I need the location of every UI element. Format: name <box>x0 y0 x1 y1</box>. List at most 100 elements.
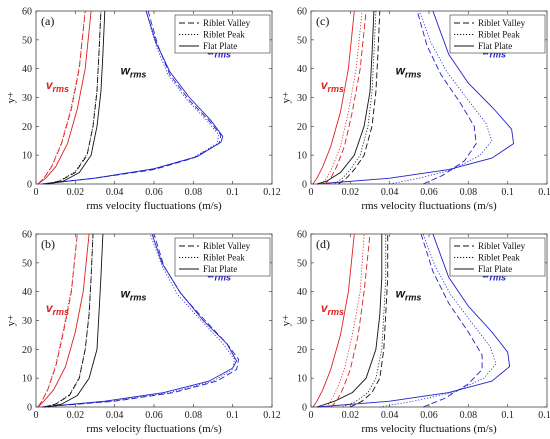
panel-label: (b) <box>41 237 55 251</box>
legend-entry: Riblet Peak <box>478 30 520 40</box>
x-tick-label: 0.04 <box>106 410 124 421</box>
chart-panel: 0 0.02 0.04 0.06 0.08 0.1 0.12 0 10 20 30 40 50 60 rms… <box>5 7 281 213</box>
annotation-subscript: rms <box>328 307 345 317</box>
y-tick-label: 20 <box>297 122 307 133</box>
legend-box <box>449 14 546 54</box>
y-tick-label: 50 <box>22 35 32 46</box>
series-line-u-flat <box>316 233 511 408</box>
y-tick-label: 50 <box>297 35 307 46</box>
y-tick-label: 30 <box>297 93 307 104</box>
series-line-u-valley <box>420 233 483 408</box>
annotation-subscript: rms <box>489 272 506 282</box>
annotation-symbol: w <box>121 286 131 300</box>
annotation-subscript: rms <box>130 292 147 302</box>
annotation-subscript: rms <box>405 69 422 79</box>
x-tick-label: 0.04 <box>381 410 399 421</box>
series-line-v-valley <box>37 10 86 185</box>
annotation-subscript: rms <box>214 49 231 59</box>
y-tick-label: 30 <box>297 316 307 327</box>
x-axis-label: rms velocity fluctuations (m/s) <box>86 200 222 212</box>
series-line-w-valley <box>43 233 94 408</box>
y-tick-label: 10 <box>22 374 32 385</box>
x-tick-label: 0.08 <box>460 187 478 198</box>
series-line-u-flat <box>41 10 224 185</box>
series-line-w-peak <box>342 234 387 408</box>
y-axis-label: y+ <box>5 315 17 327</box>
annotation-w-rms: wrms <box>121 63 147 79</box>
y-tick-label: 30 <box>22 93 32 104</box>
series-line-u-peak <box>389 10 493 185</box>
annotation-subscript: rms <box>53 307 70 317</box>
series-line-u-peak <box>379 233 497 408</box>
chart-panel: 0 0.02 0.04 0.06 0.08 0.1 0.12 0 10 20 30 40 50 60 rms… <box>280 230 550 436</box>
x-tick-label: 0 <box>34 410 39 421</box>
y-tick-label: 40 <box>297 64 307 75</box>
x-tick-label: 0.08 <box>185 410 203 421</box>
annotation-v-rms: vrms <box>46 301 69 317</box>
series-line-v-flat <box>312 10 355 185</box>
series-line-w-valley <box>338 10 381 185</box>
x-tick-label: 0.12 <box>538 410 550 421</box>
legend-box <box>174 14 271 54</box>
annotation-v-rms: vrms <box>46 78 69 94</box>
annotation-symbol: v <box>321 301 329 315</box>
chart-panel: 0 0.02 0.04 0.06 0.08 0.1 0.12 0 10 20 30 40 50 60 rms… <box>5 230 281 436</box>
y-tick-label: 20 <box>22 122 32 133</box>
x-tick-label: 0.08 <box>185 187 203 198</box>
annotation-symbol: w <box>396 63 406 77</box>
series-line-v-flat <box>312 233 355 408</box>
x-tick-label: 0.12 <box>538 187 550 198</box>
y-tick-label: 60 <box>297 7 307 18</box>
annotation-symbol: v <box>46 78 54 92</box>
series-line-w-peak <box>43 233 94 408</box>
series-line-w-valley <box>350 234 389 408</box>
series-line-v-peak <box>326 233 365 408</box>
legend-entry: Flat Plate <box>203 264 237 274</box>
panel-label: (a) <box>41 14 54 28</box>
y-tick-label: 0 <box>302 180 307 191</box>
legend-entry: Riblet Valley <box>478 18 526 28</box>
annotation-symbol: w <box>396 286 406 300</box>
y-tick-label: 20 <box>297 345 307 356</box>
y-axis-label: y+ <box>280 92 292 104</box>
x-tick-label: 0.12 <box>263 187 281 198</box>
y-tick-label: 10 <box>297 374 307 385</box>
series-line-v-valley <box>37 233 78 408</box>
y-axis-label: y+ <box>280 315 292 327</box>
annotation-symbol: v <box>321 78 329 92</box>
y-tick-label: 0 <box>302 403 307 414</box>
series-line-u-peak <box>41 10 220 185</box>
legend-entry: Riblet Peak <box>203 253 245 263</box>
x-tick-label: 0.1 <box>501 187 514 198</box>
annotation-subscript: rms <box>130 69 147 79</box>
x-tick-label: 0 <box>309 187 314 198</box>
panel-label: (d) <box>316 237 330 251</box>
y-tick-label: 60 <box>297 230 307 241</box>
legend-box <box>174 237 271 277</box>
y-tick-label: 30 <box>22 316 32 327</box>
y-tick-label: 40 <box>22 287 32 298</box>
x-tick-label: 0.06 <box>420 410 438 421</box>
legend-entry: Riblet Valley <box>203 18 251 28</box>
x-tick-label: 0.1 <box>226 187 239 198</box>
x-axis-label: rms velocity fluctuations (m/s) <box>86 423 222 435</box>
annotation-subscript: rms <box>328 84 345 94</box>
annotation-symbol: v <box>46 301 54 315</box>
y-tick-label: 20 <box>22 345 32 356</box>
series-line-v-valley <box>330 233 371 408</box>
x-tick-label: 0.06 <box>145 410 163 421</box>
x-axis-label: rms velocity fluctuations (m/s) <box>361 200 497 212</box>
x-tick-label: 0.04 <box>381 187 399 198</box>
series-line-v-peak <box>320 10 363 185</box>
y-tick-label: 50 <box>297 258 307 269</box>
series-line-w-flat <box>316 10 375 185</box>
y-tick-label: 10 <box>297 151 307 162</box>
legend-entry: Riblet Valley <box>203 241 251 251</box>
series-line-u-valley <box>41 10 222 185</box>
legend-entry: Flat Plate <box>478 264 512 274</box>
annotation-w-rms: wrms <box>396 63 422 79</box>
x-tick-label: 0.1 <box>501 410 514 421</box>
